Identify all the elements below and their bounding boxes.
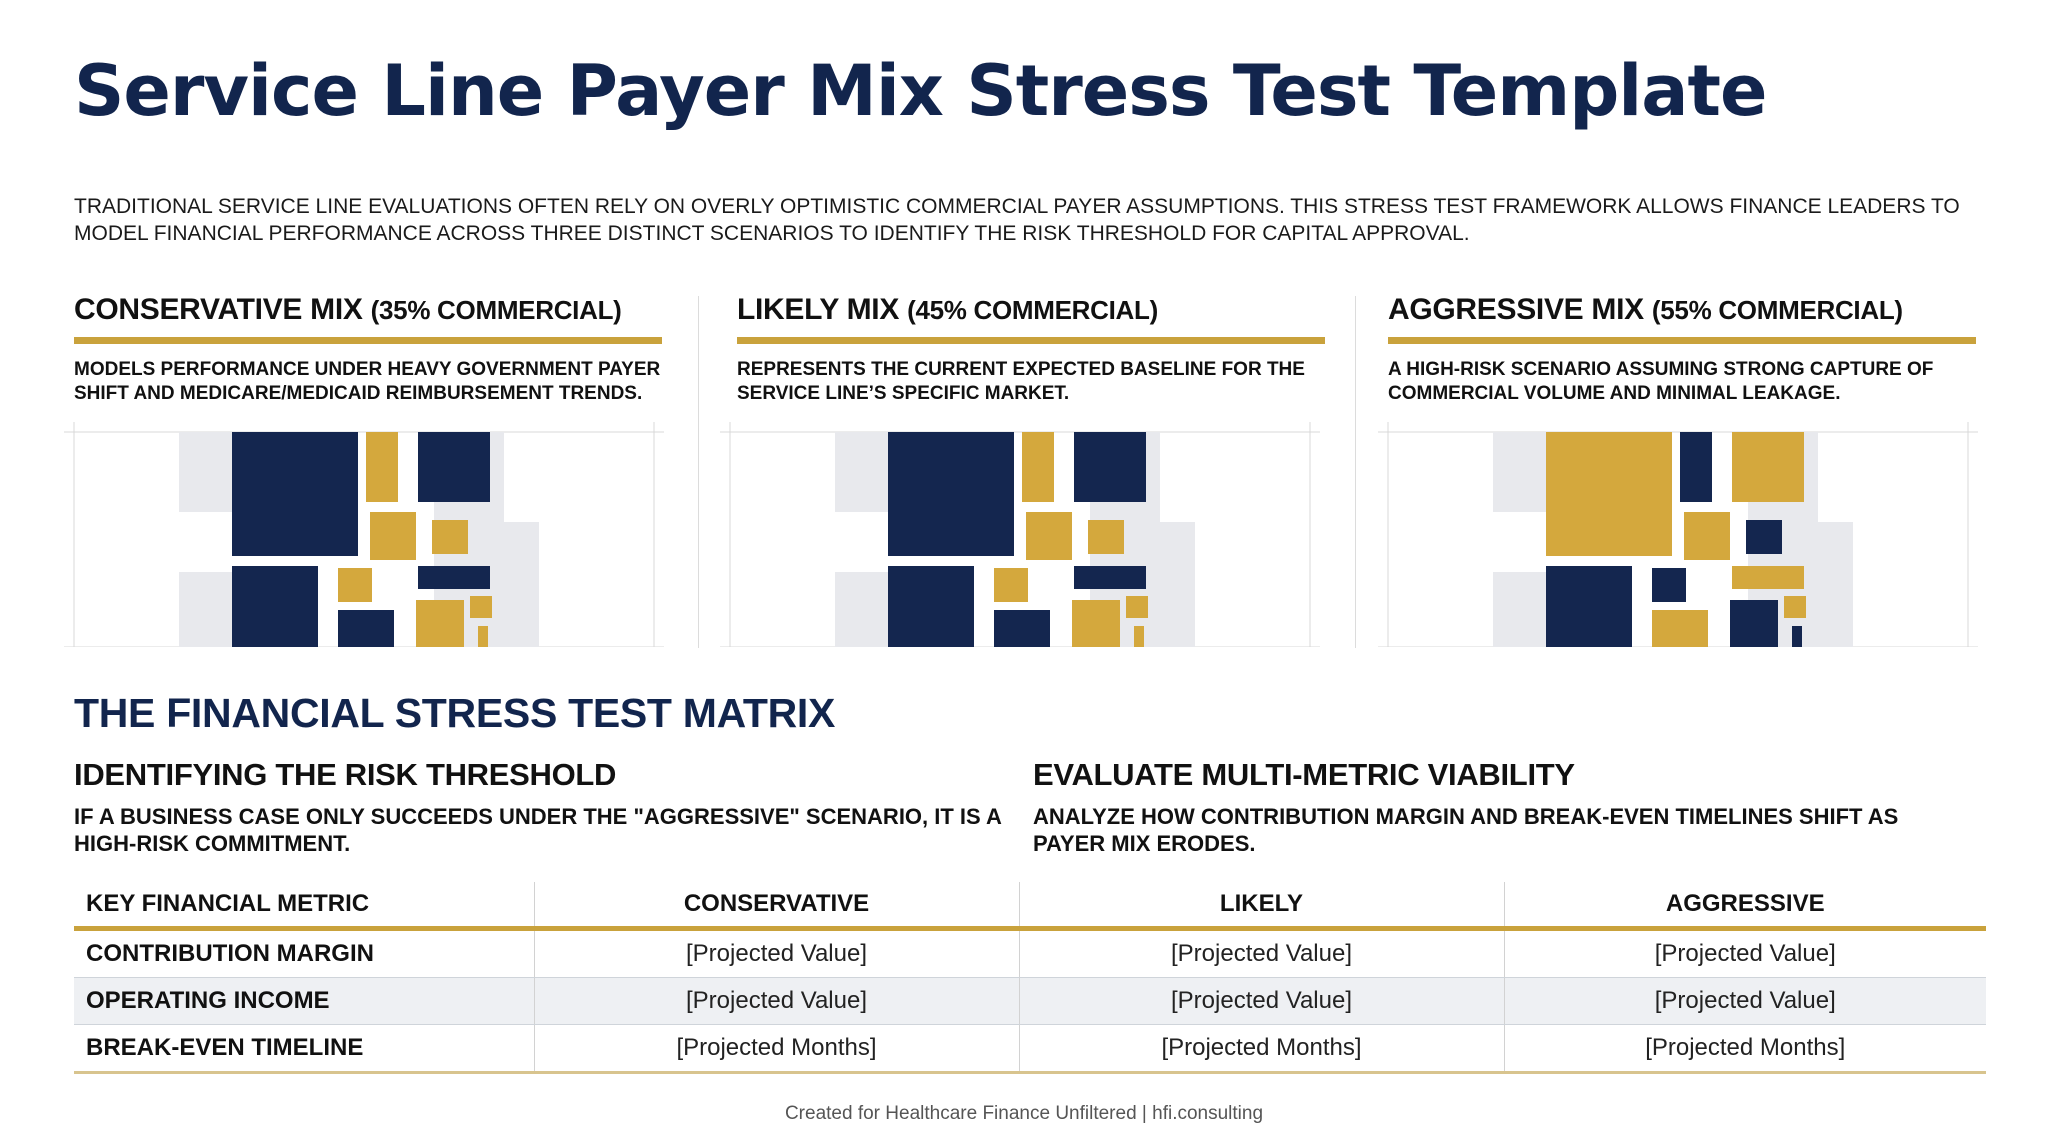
treemap-tile-navy bbox=[888, 566, 974, 647]
scenario-likely: LIKELY MIX (45% COMMERCIAL) REPRESENTS T… bbox=[737, 293, 1325, 406]
column-header: CONSERVATIVE bbox=[533, 882, 1019, 931]
treemap-tile-navy bbox=[1652, 568, 1686, 602]
treemap-tile-navy bbox=[418, 566, 490, 589]
treemap-tile-navy bbox=[1746, 520, 1782, 554]
scenario-conservative: CONSERVATIVE MIX (35% COMMERCIAL) MODELS… bbox=[74, 293, 662, 406]
treemap-conservative bbox=[64, 422, 664, 647]
treemap-tile-gold bbox=[1088, 520, 1124, 554]
scenario-heading: LIKELY MIX (45% COMMERCIAL) bbox=[737, 293, 1325, 327]
treemap-tile-navy bbox=[1074, 432, 1146, 502]
scenario-aggressive: AGGRESSIVE MIX (55% COMMERCIAL) A HIGH-R… bbox=[1388, 293, 1976, 406]
treemap-tile-gold bbox=[1732, 432, 1804, 502]
value-cell: [Projected Months] bbox=[1018, 1024, 1504, 1074]
scenario-mix: (45% COMMERCIAL) bbox=[907, 295, 1158, 325]
table-row: OPERATING INCOME [Projected Value] [Proj… bbox=[74, 977, 1986, 1025]
treemap-svg bbox=[720, 422, 1320, 647]
matrix-section-title: THE FINANCIAL STRESS TEST MATRIX bbox=[74, 690, 836, 736]
treemap-tile-gold bbox=[416, 600, 464, 647]
metric-cell: CONTRIBUTION MARGIN bbox=[74, 928, 534, 978]
viability-text: ANALYZE HOW CONTRIBUTION MARGIN AND BREA… bbox=[1033, 804, 1899, 856]
scenario-rule bbox=[74, 337, 662, 344]
column-header: KEY FINANCIAL METRIC bbox=[74, 882, 534, 931]
treemap-tile-gold bbox=[1072, 600, 1120, 647]
treemap-tile-gold bbox=[1652, 610, 1708, 647]
treemap-tile-gold bbox=[478, 626, 488, 647]
page-title: Service Line Payer Mix Stress Test Templ… bbox=[74, 50, 1767, 132]
viability-heading: EVALUATE MULTI-METRIC VIABILITY bbox=[1033, 757, 1575, 792]
table-header-row: KEY FINANCIAL METRIC CONSERVATIVE LIKELY… bbox=[74, 882, 1986, 931]
scenario-rule bbox=[737, 337, 1325, 344]
treemap-tile-gold bbox=[470, 596, 492, 618]
treemap-tile-gold bbox=[338, 568, 372, 602]
treemap-tile-gold bbox=[994, 568, 1028, 602]
column-divider bbox=[1355, 296, 1356, 648]
value-cell: [Projected Value] bbox=[1018, 977, 1504, 1025]
treemap-aggressive bbox=[1378, 422, 1978, 647]
treemap-tile-gold bbox=[1732, 566, 1804, 589]
viability-block: EVALUATE MULTI-METRIC VIABILITY ANALYZE … bbox=[1033, 757, 1963, 857]
value-cell: [Projected Value] bbox=[1503, 928, 1986, 978]
value-cell: [Projected Months] bbox=[533, 1024, 1019, 1074]
treemap-tile-gold bbox=[1546, 432, 1672, 556]
treemap-tile-gold bbox=[1022, 432, 1054, 502]
column-header: LIKELY bbox=[1018, 882, 1504, 931]
risk-threshold-block: IDENTIFYING THE RISK THRESHOLD IF A BUSI… bbox=[74, 757, 1004, 857]
treemap-tile-navy bbox=[888, 432, 1014, 556]
treemap-tile-gold bbox=[366, 432, 398, 502]
treemap-background-block bbox=[1140, 522, 1195, 647]
treemap-tile-navy bbox=[1792, 626, 1802, 647]
treemap-tile-gold bbox=[1026, 512, 1072, 560]
table-row: BREAK-EVEN TIMELINE [Projected Months] [… bbox=[74, 1024, 1986, 1074]
treemap-svg bbox=[1378, 422, 1978, 647]
scenario-description: A HIGH-RISK SCENARIO ASSUMING STRONG CAP… bbox=[1388, 359, 1934, 404]
treemap-tile-navy bbox=[232, 432, 358, 556]
treemap-tile-navy bbox=[1680, 432, 1712, 502]
treemap-tile-navy bbox=[338, 610, 394, 647]
treemap-likely bbox=[720, 422, 1320, 647]
scenario-mix: (35% COMMERCIAL) bbox=[370, 295, 622, 325]
treemap-tile-gold bbox=[1126, 596, 1148, 618]
treemap-tile-navy bbox=[418, 432, 490, 502]
risk-threshold-text: IF A BUSINESS CASE ONLY SUCCEEDS UNDER T… bbox=[74, 804, 1002, 856]
treemap-tile-gold bbox=[432, 520, 468, 554]
treemap-tile-navy bbox=[1730, 600, 1778, 647]
value-cell: [Projected Value] bbox=[533, 977, 1019, 1025]
value-cell: [Projected Value] bbox=[1503, 977, 1986, 1025]
table-row: CONTRIBUTION MARGIN [Projected Value] [P… bbox=[74, 928, 1986, 978]
risk-threshold-heading: IDENTIFYING THE RISK THRESHOLD bbox=[74, 757, 617, 792]
scenario-rule bbox=[1388, 337, 1976, 344]
column-divider bbox=[698, 296, 699, 648]
treemap-background-block bbox=[484, 522, 539, 647]
scenario-name: CONSERVATIVE MIX bbox=[74, 293, 363, 326]
treemap-tile-navy bbox=[1074, 566, 1146, 589]
scenario-mix: (55% COMMERCIAL) bbox=[1651, 295, 1903, 325]
scenario-heading: CONSERVATIVE MIX (35% COMMERCIAL) bbox=[74, 293, 662, 327]
metric-cell: BREAK-EVEN TIMELINE bbox=[74, 1024, 534, 1074]
footer-credit: Created for Healthcare Finance Unfiltere… bbox=[784, 1103, 1264, 1124]
stress-test-matrix: KEY FINANCIAL METRIC CONSERVATIVE LIKELY… bbox=[74, 882, 1986, 1074]
treemap-tile-gold bbox=[1784, 596, 1806, 618]
scenario-heading: AGGRESSIVE MIX (55% COMMERCIAL) bbox=[1388, 293, 1976, 327]
scenario-name: LIKELY MIX bbox=[737, 293, 900, 326]
treemap-tile-gold bbox=[370, 512, 416, 560]
treemap-tile-gold bbox=[1684, 512, 1730, 560]
treemap-tile-navy bbox=[1546, 566, 1632, 647]
treemap-svg bbox=[64, 422, 664, 647]
value-cell: [Projected Value] bbox=[533, 928, 1019, 978]
treemap-tile-gold bbox=[1134, 626, 1144, 647]
treemap-tile-navy bbox=[994, 610, 1050, 647]
column-header: AGGRESSIVE bbox=[1503, 882, 1986, 931]
treemap-tile-navy bbox=[232, 566, 318, 647]
treemap-background-block bbox=[1798, 522, 1853, 647]
scenario-name: AGGRESSIVE MIX bbox=[1388, 293, 1644, 326]
intro-text: TRADITIONAL SERVICE LINE EVALUATIONS OFT… bbox=[74, 195, 1960, 245]
scenario-description: REPRESENTS THE CURRENT EXPECTED BASELINE… bbox=[737, 359, 1305, 404]
scenario-description: MODELS PERFORMANCE UNDER HEAVY GOVERNMEN… bbox=[74, 359, 661, 404]
value-cell: [Projected Value] bbox=[1018, 928, 1504, 978]
metric-cell: OPERATING INCOME bbox=[74, 977, 534, 1025]
value-cell: [Projected Months] bbox=[1503, 1024, 1986, 1074]
